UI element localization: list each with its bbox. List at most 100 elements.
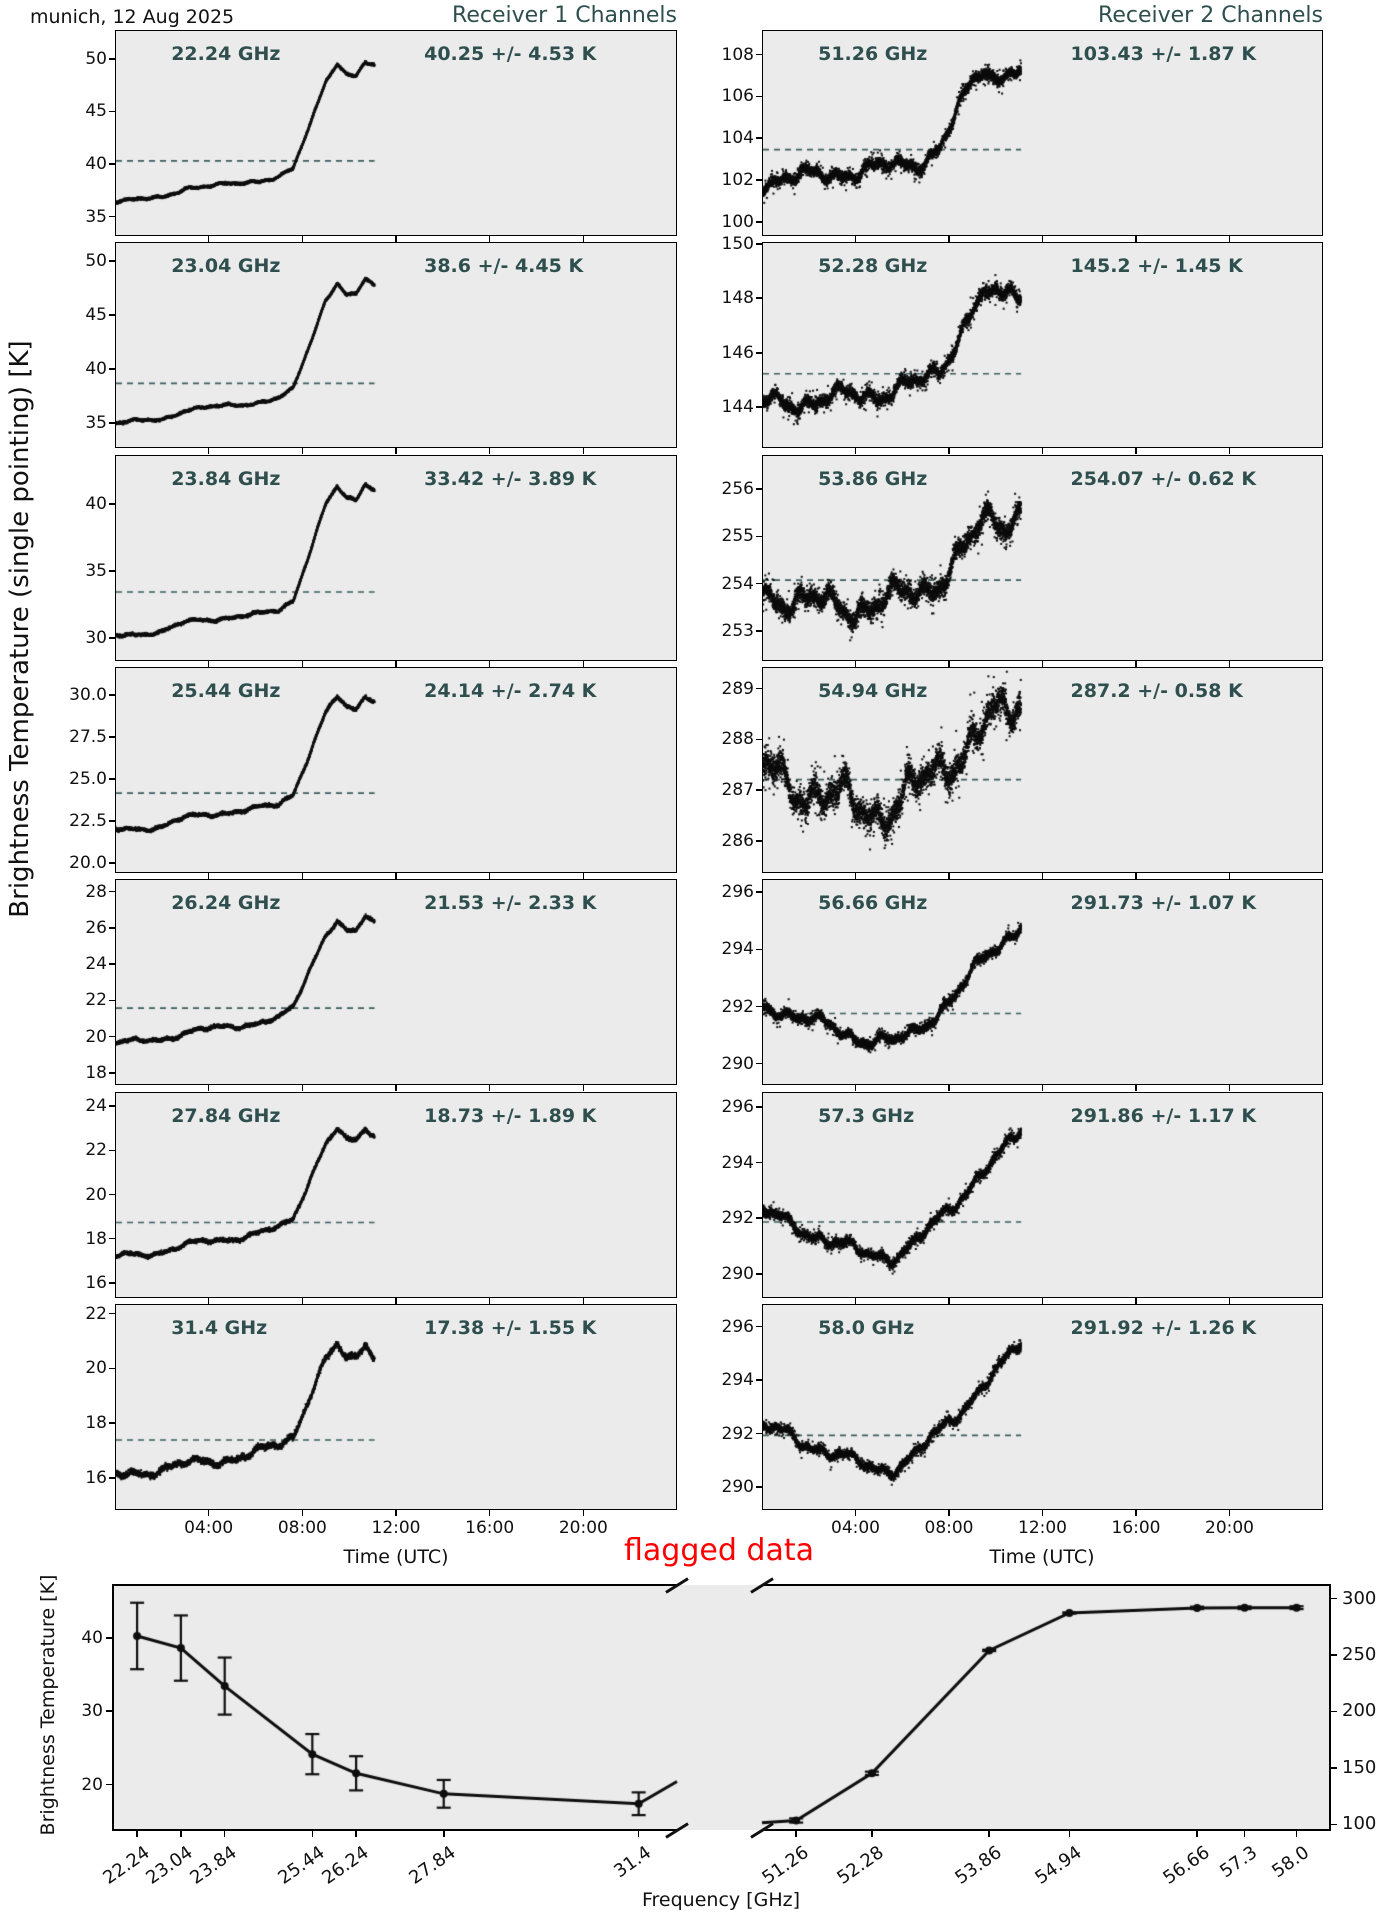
x-tickmark	[395, 660, 397, 667]
y-tick-label: 22	[85, 1140, 107, 1161]
time-tick-label: 08:00	[277, 1517, 327, 1538]
panel-canvas-56.66GHz	[763, 880, 1321, 1084]
x-tickmark	[854, 236, 857, 242]
y-tick-label: 296	[721, 1316, 754, 1337]
y-tickmark	[756, 687, 762, 690]
y-tickmark	[109, 1281, 115, 1284]
y-tick-label: 30	[85, 627, 107, 648]
channel-frequency-label: 56.66 GHz	[818, 892, 928, 915]
y-tick-label: 144	[721, 397, 754, 418]
x-tickmark	[301, 1085, 304, 1092]
x-tickmark	[301, 448, 304, 455]
y-tick-label: 294	[721, 939, 754, 960]
y-tick-label: 296	[721, 1096, 754, 1117]
channel-mean-std-label: 103.43 +/- 1.87 K	[1070, 43, 1257, 65]
summary-x-tick-label: 25.44	[274, 1842, 329, 1889]
summary-x-tick-label: 26.24	[317, 1842, 373, 1889]
panel-canvas-51.26GHz	[763, 31, 1321, 234]
y-tickmark	[756, 53, 762, 56]
summary-x-tick-label: 23.04	[142, 1842, 197, 1889]
time-tick-label: 08:00	[924, 1517, 974, 1538]
y-tick-label: 22	[85, 1303, 107, 1324]
y-tickmark	[756, 840, 762, 842]
y-tickmark	[109, 820, 115, 822]
summary-y-tick-label-right: 100	[1342, 1813, 1377, 1835]
y-tick-label: 292	[721, 1423, 754, 1444]
y-tickmark	[109, 314, 115, 316]
x-tickmark	[1041, 448, 1044, 455]
x-tickmark	[301, 1297, 304, 1304]
y-tickmark	[109, 422, 115, 424]
panel-22.24GHz	[115, 30, 677, 236]
y-tick-label: 106	[721, 86, 754, 107]
x-tickmark	[1228, 1085, 1231, 1092]
summary-x-tickmark	[223, 1831, 226, 1837]
x-tickmark	[488, 236, 491, 242]
y-tick-label: 20	[85, 1358, 107, 1379]
y-tickmark	[756, 1272, 762, 1275]
y-tickmark	[756, 1432, 762, 1435]
x-tickmark	[207, 660, 210, 667]
y-tick-label: 22.5	[69, 811, 107, 832]
y-tickmark	[756, 1005, 762, 1008]
y-tick-label: 296	[721, 882, 754, 903]
y-tick-label: 18	[85, 1228, 107, 1249]
channel-frequency-label: 25.44 GHz	[171, 679, 281, 702]
y-tickmark	[756, 488, 762, 490]
panel-canvas-23.84GHz	[116, 455, 675, 659]
channel-frequency-label: 23.84 GHz	[171, 467, 281, 490]
x-tickmark	[488, 1297, 491, 1304]
y-tickmark	[109, 110, 115, 113]
y-tickmark	[109, 1193, 115, 1196]
y-tick-label: 27.5	[69, 727, 107, 748]
x-tickmark	[854, 1085, 857, 1092]
summary-y-tick-label-left: 40	[81, 1627, 103, 1648]
summary-x-tick-label: 31.4	[609, 1842, 655, 1883]
x-tickmark	[582, 1297, 585, 1304]
y-tick-label: 288	[721, 729, 754, 750]
summary-x-tick-label: 22.24	[98, 1842, 154, 1889]
summary-x-tickmark	[1068, 1831, 1071, 1837]
summary-x-tick-label: 58.0	[1267, 1842, 1313, 1883]
channel-frequency-label: 58.0 GHz	[818, 1316, 915, 1339]
panel-canvas-52.28GHz	[763, 243, 1321, 447]
panel-canvas-31.4GHz	[116, 1304, 675, 1508]
channel-frequency-label: 26.24 GHz	[171, 892, 281, 915]
x-tickmark	[395, 1085, 397, 1092]
x-tickmark	[948, 1085, 950, 1092]
channel-mean-std-label: 291.86 +/- 1.17 K	[1070, 1104, 1257, 1127]
x-tickmark	[1228, 660, 1231, 667]
x-tickmark	[395, 1297, 397, 1304]
y-tickmark	[109, 1312, 115, 1315]
panel-53.86GHz	[762, 454, 1323, 661]
site-date-label: munich, 12 Aug 2025	[30, 6, 235, 28]
y-tick-label: 253	[721, 620, 754, 641]
x-tickmark	[854, 1297, 857, 1304]
x-tickmark	[1135, 1297, 1137, 1304]
y-tickmark	[756, 1106, 762, 1108]
y-tickmark	[109, 260, 115, 262]
channel-mean-std-label: 254.07 +/- 0.62 K	[1070, 467, 1257, 490]
summary-x-tick-label: 52.28	[833, 1842, 888, 1889]
panel-23.04GHz	[115, 242, 677, 449]
panel-57.3GHz	[762, 1091, 1323, 1298]
y-tick-label: 35	[85, 560, 107, 581]
y-tick-label: 45	[85, 305, 107, 326]
y-tick-label: 24	[85, 954, 107, 975]
panel-25.44GHz	[115, 666, 677, 873]
x-tickmark	[582, 1085, 585, 1092]
y-tickmark	[756, 535, 762, 538]
panel-31.4GHz	[115, 1303, 677, 1510]
x-tickmark	[582, 872, 585, 879]
x-tickmark	[395, 448, 397, 455]
x-tickmark	[1228, 236, 1231, 242]
x-tickmark	[301, 236, 304, 242]
x-tickmark	[582, 1509, 585, 1516]
y-tick-label: 256	[721, 479, 754, 500]
x-tickmark	[854, 1509, 857, 1516]
x-tickmark	[207, 1085, 210, 1092]
y-tickmark	[109, 503, 115, 505]
y-tickmark	[109, 694, 115, 697]
summary-x-tickmark	[442, 1831, 445, 1837]
y-tick-label: 290	[721, 1053, 754, 1074]
